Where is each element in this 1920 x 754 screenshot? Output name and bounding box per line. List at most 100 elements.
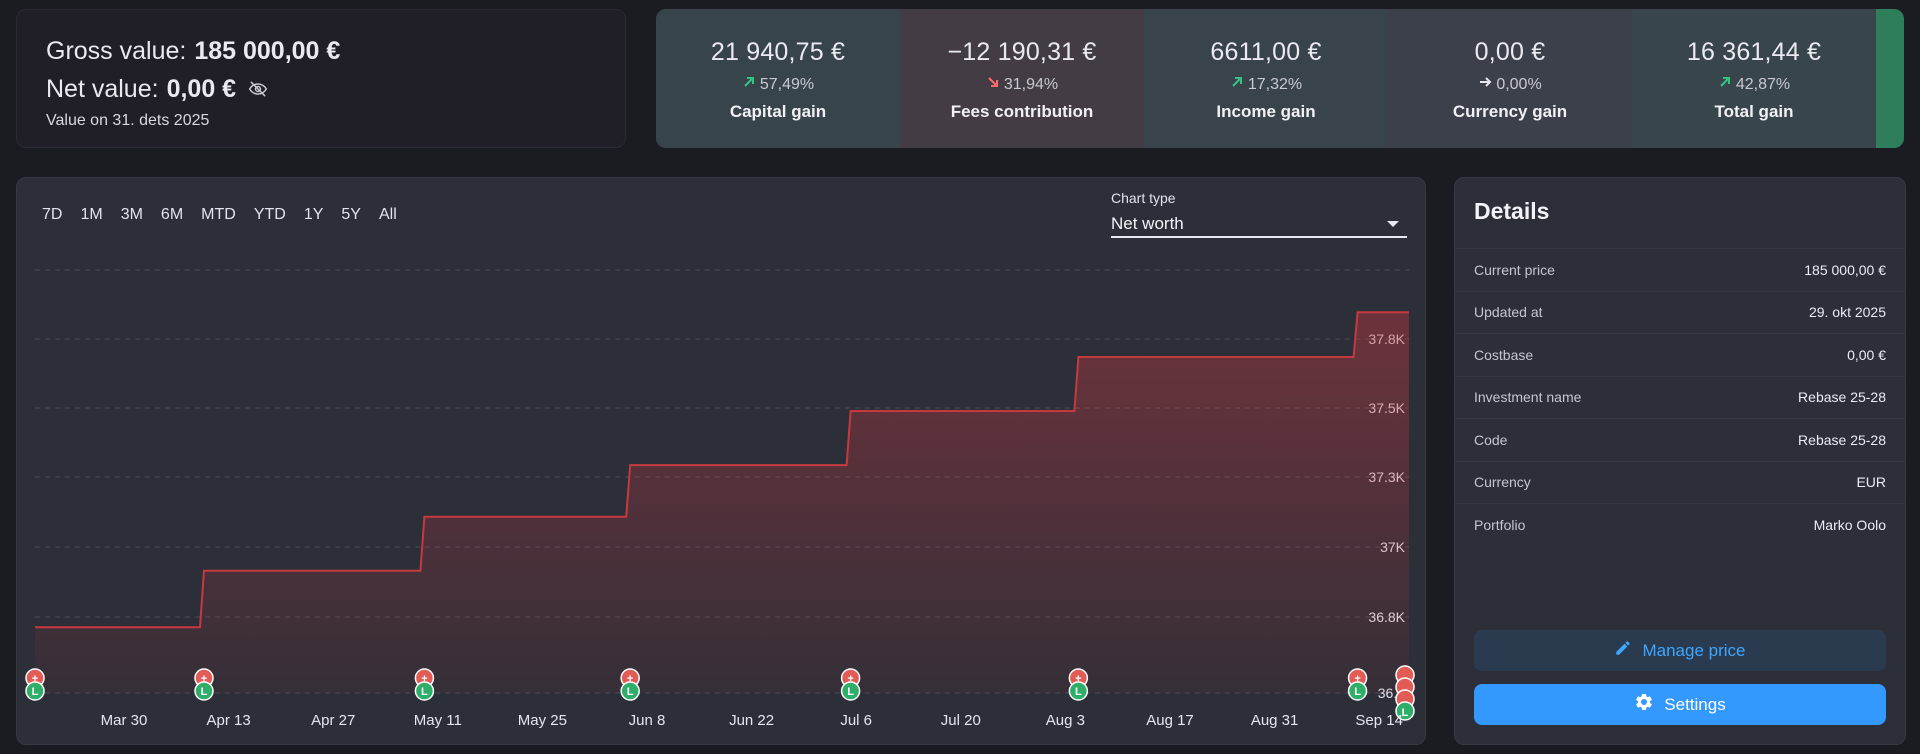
event-marker-sell-label: + — [201, 673, 207, 685]
detail-row-investment-name: Investment name Rebase 25-28 — [1455, 375, 1905, 419]
x-tick-label: Apr 27 — [311, 712, 355, 729]
chart-card: 37.8K37.5K37.3K37K36.8K36.5+L+L+L+L+L+L+… — [16, 177, 1426, 745]
details-title: Details — [1474, 198, 1550, 224]
arrow-right-icon — [1478, 75, 1492, 94]
gain-percent: 42,87% — [1718, 75, 1790, 94]
gear-icon — [1634, 692, 1654, 717]
range-7d[interactable]: 7D — [42, 206, 63, 223]
range-selector: 7D 1M 3M 6M MTD YTD 1Y 5Y All — [42, 206, 397, 224]
detail-key: Updated at — [1474, 304, 1543, 321]
x-tick-label: Jul 20 — [941, 712, 981, 729]
gain-label: Capital gain — [729, 102, 827, 121]
net-value-row: Net value: 0,00 € — [46, 70, 596, 108]
manage-price-button[interactable]: Manage price — [1474, 630, 1886, 671]
chart-type-value: Net worth — [1111, 213, 1184, 233]
value-summary-card: Gross value: 185 000,00 € Net value: 0,0… — [16, 9, 626, 148]
event-marker-sell-label: + — [421, 673, 427, 685]
gain-income: 6611,00 € 17,32% Income gain — [1144, 9, 1388, 148]
arrow-up-right-icon — [742, 75, 756, 94]
range-3m[interactable]: 3M — [120, 206, 143, 223]
event-marker-income-label: L — [421, 686, 428, 698]
event-marker-income — [1068, 681, 1089, 701]
value-date: Value on 31. dets 2025 — [46, 112, 210, 129]
range-all[interactable]: All — [378, 206, 397, 223]
event-marker-income-label: L — [1354, 686, 1361, 698]
detail-key: Currency — [1474, 474, 1531, 491]
arrow-down-right-icon — [986, 75, 1000, 94]
event-marker-income — [25, 681, 45, 701]
gain-total: 16 361,44 € 42,87% Total gain — [1632, 9, 1876, 148]
gain-currency: 0,00 € 0,00% Currency gain — [1388, 9, 1632, 148]
detail-value: 29. okt 2025 — [1808, 304, 1886, 321]
series-area — [35, 312, 1409, 693]
gain-percent: 57,49% — [742, 75, 814, 94]
gross-value-row: Gross value: 185 000,00 € — [46, 32, 596, 70]
gains-strip: 21 940,75 € 57,49% Capital gain −12 190,… — [656, 9, 1904, 148]
x-tick-label: Aug 31 — [1251, 712, 1299, 729]
gain-percent-value: 31,94% — [1003, 75, 1059, 93]
chart-type-label: Chart type — [1111, 190, 1176, 206]
gross-value-label: Gross value: — [46, 36, 187, 65]
gain-amount: −12 190,31 € — [947, 38, 1097, 66]
detail-value: EUR — [1856, 474, 1886, 491]
event-marker-income-label: L — [627, 686, 634, 698]
gain-percent: 31,94% — [986, 75, 1058, 94]
gross-value: 185 000,00 € — [194, 36, 341, 65]
net-value: 0,00 € — [166, 74, 237, 103]
gain-amount: 16 361,44 € — [1686, 38, 1822, 66]
detail-row-currency: Currency EUR — [1455, 460, 1905, 504]
event-marker-income — [1347, 681, 1368, 701]
detail-row-code: Code Rebase 25-28 — [1455, 418, 1905, 461]
arrow-up-right-icon — [1718, 75, 1732, 94]
gain-percent-value: 17,32% — [1247, 75, 1303, 93]
event-marker-sell-label: + — [627, 673, 633, 685]
x-tick-label: Aug 3 — [1046, 712, 1085, 729]
net-worth-chart: 37.8K37.5K37.3K37K36.8K36.5+L+L+L+L+L+L+… — [25, 269, 1415, 729]
detail-key: Portfolio — [1474, 516, 1526, 533]
gain-amount: 6611,00 € — [1210, 38, 1322, 66]
event-marker-income — [1395, 701, 1415, 721]
gain-amount: 21 940,75 € — [710, 38, 846, 66]
chart-type-select[interactable]: Net worth — [1111, 211, 1407, 238]
gain-percent-value: 57,49% — [759, 75, 815, 93]
range-5y[interactable]: 5Y — [341, 206, 361, 223]
event-marker-income-label: L — [1402, 707, 1409, 719]
event-marker-sell-label: + — [847, 673, 853, 685]
eye-off-icon[interactable] — [248, 79, 268, 99]
manage-price-label: Manage price — [1642, 640, 1746, 660]
caret-down-icon — [1387, 220, 1399, 227]
range-ytd[interactable]: YTD — [253, 206, 286, 223]
settings-button[interactable]: Settings — [1474, 684, 1886, 725]
gain-label: Income gain — [1216, 102, 1316, 121]
event-marker-income-label: L — [1075, 686, 1082, 698]
series-line — [35, 311, 1409, 629]
range-6m[interactable]: 6M — [160, 206, 184, 223]
gain-label: Total gain — [1714, 102, 1794, 121]
event-marker-income — [414, 681, 435, 701]
event-marker-income-label: L — [847, 686, 854, 698]
detail-row-updated-at: Updated at 29. okt 2025 — [1455, 290, 1905, 334]
x-tick-label: May 11 — [414, 712, 462, 729]
detail-value: 185 000,00 € — [1804, 261, 1886, 278]
gain-fees: −12 190,31 € 31,94% Fees contribution — [900, 9, 1144, 148]
details-list: Current price 185 000,00 € Updated at 29. … — [1455, 248, 1905, 546]
chart-type-field: Chart type Net worth — [1111, 190, 1407, 238]
settings-label: Settings — [1664, 694, 1726, 714]
event-marker-sell-label: + — [32, 673, 38, 685]
gain-percent-value: 0,00% — [1496, 75, 1542, 93]
range-mtd[interactable]: MTD — [201, 206, 236, 223]
gain-percent-value: 42,87% — [1735, 75, 1791, 93]
x-tick-label: Mar 30 — [101, 712, 148, 729]
event-marker-income — [620, 681, 640, 701]
x-tick-label: Jun 8 — [629, 712, 666, 729]
detail-row-costbase: Costbase 0,00 € — [1455, 333, 1905, 376]
x-tick-label: Jun 22 — [729, 712, 774, 729]
x-tick-label: Apr 13 — [206, 712, 250, 729]
gain-percent: 0,00% — [1478, 75, 1542, 94]
gain-amount: 0,00 € — [1474, 38, 1546, 66]
x-tick-label: Sep 14 — [1355, 712, 1403, 729]
detail-value: Marko Oolo — [1813, 516, 1886, 533]
range-1y[interactable]: 1Y — [303, 206, 324, 223]
range-1m[interactable]: 1M — [80, 206, 103, 223]
x-tick-label: May 25 — [518, 712, 567, 729]
